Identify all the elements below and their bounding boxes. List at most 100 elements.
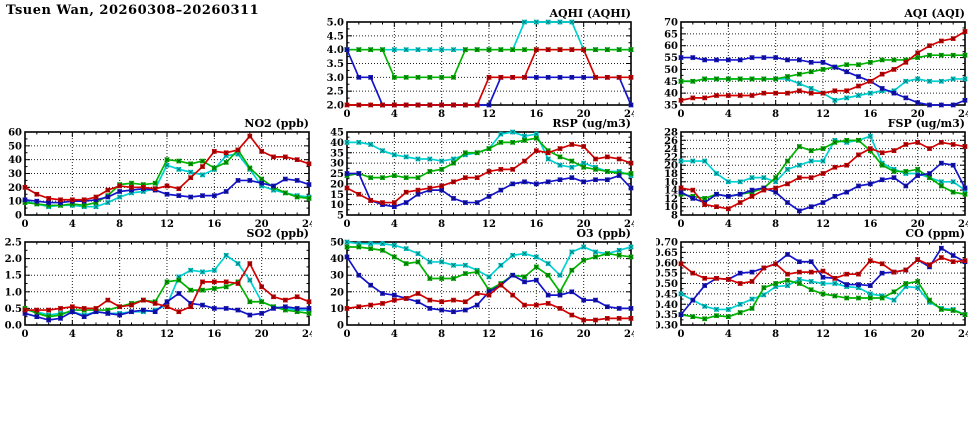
svg-text:2.5: 2.5 [327, 87, 344, 98]
svg-text:0: 0 [22, 219, 29, 228]
co-chart-title: CO (ppm) [905, 227, 965, 240]
svg-text:16: 16 [529, 329, 543, 338]
svg-text:12: 12 [160, 219, 174, 228]
svg-text:4.0: 4.0 [327, 45, 344, 56]
svg-text:5.0: 5.0 [327, 18, 344, 29]
co-canvas: CO (ppm)048121620240.300.350.400.450.500… [656, 227, 968, 338]
svg-text:24: 24 [302, 219, 312, 228]
svg-text:12: 12 [816, 219, 830, 228]
svg-text:35: 35 [664, 101, 678, 112]
aqi-series-red [678, 28, 968, 103]
svg-text:0.45: 0.45 [656, 289, 678, 300]
svg-text:8: 8 [772, 109, 779, 118]
svg-text:20: 20 [664, 161, 678, 172]
svg-text:2.0: 2.0 [5, 254, 22, 265]
svg-text:24: 24 [958, 219, 968, 228]
so2-series-red [22, 260, 312, 315]
svg-text:40: 40 [330, 254, 344, 265]
chart-rsp: RSP (ug/m3)0481216202451015202530354045 [322, 116, 634, 228]
svg-text:16: 16 [207, 329, 221, 338]
svg-text:0.35: 0.35 [656, 310, 678, 321]
svg-text:1.5: 1.5 [5, 271, 22, 282]
svg-text:5: 5 [337, 211, 344, 222]
svg-text:0: 0 [337, 321, 344, 332]
svg-text:65: 65 [664, 29, 678, 40]
svg-text:0: 0 [22, 329, 29, 338]
svg-text:24: 24 [958, 109, 968, 118]
svg-text:12: 12 [816, 329, 830, 338]
svg-text:24: 24 [302, 329, 312, 338]
so2-chart-title: SO2 (ppb) [247, 227, 310, 240]
chart-o3: O3 (ppb) 0 4 8 12 16 20 24 0 10 20 30 40 50 [322, 226, 634, 338]
svg-text:20: 20 [255, 219, 269, 228]
svg-text:4: 4 [725, 219, 732, 228]
co-series-red [678, 254, 968, 287]
so2-axes [24, 241, 310, 326]
svg-text:0: 0 [678, 219, 685, 228]
svg-text:16: 16 [529, 219, 543, 228]
svg-text:0: 0 [678, 109, 685, 118]
so2-tick-labels: 0 4 8 12 16 20 24 0.0 0.5 1.0 1.5 2.0 2.5 [5, 238, 312, 339]
fsp-axes [680, 131, 966, 216]
svg-text:4: 4 [725, 329, 732, 338]
svg-text:30: 30 [8, 169, 22, 180]
svg-text:0.50: 0.50 [656, 279, 678, 290]
svg-text:30: 30 [330, 159, 344, 170]
fsp-canvas: FSP (ug/m3)04812162024810121416182022242… [664, 117, 968, 228]
svg-text:0: 0 [344, 219, 351, 228]
svg-text:2.5: 2.5 [5, 238, 22, 249]
svg-text:40: 40 [664, 89, 678, 100]
svg-text:60: 60 [664, 41, 678, 52]
svg-text:12: 12 [160, 329, 174, 338]
svg-text:55: 55 [664, 53, 678, 64]
svg-text:20: 20 [330, 287, 344, 298]
aqhi-series-red [344, 47, 634, 108]
o3-series-blue [344, 254, 634, 315]
svg-text:12: 12 [816, 109, 830, 118]
svg-text:20: 20 [911, 329, 925, 338]
svg-text:8: 8 [116, 219, 123, 228]
co-axes [680, 241, 966, 326]
svg-text:26: 26 [664, 136, 678, 147]
svg-text:24: 24 [958, 329, 968, 338]
svg-text:20: 20 [911, 219, 925, 228]
aqi-axes [680, 21, 966, 106]
aqi-chart-title: AQI (AQI) [903, 7, 965, 20]
aqi-series-green [678, 52, 968, 84]
svg-text:12: 12 [482, 219, 496, 228]
svg-text:12: 12 [482, 329, 496, 338]
svg-text:40: 40 [330, 138, 344, 149]
aqhi-chart-title: AQHI (AQHI) [548, 7, 631, 20]
aqhi-gridlines [347, 22, 631, 105]
svg-text:45: 45 [664, 77, 678, 88]
svg-text:20: 20 [255, 329, 269, 338]
svg-text:45: 45 [330, 128, 344, 139]
svg-text:20: 20 [577, 219, 591, 228]
svg-text:16: 16 [863, 109, 877, 118]
no2-canvas: NO2 (ppb) 0 4 8 12 16 20 24 0 10 20 30 40 50 60 [8, 117, 312, 228]
so2-canvas: SO2 (ppb) 0 4 8 12 16 20 24 0.0 0.5 1.0 1.5 2.0 2.5 [5, 227, 312, 339]
svg-text:12: 12 [664, 194, 678, 205]
svg-text:4: 4 [69, 329, 76, 338]
svg-text:16: 16 [664, 177, 678, 188]
svg-text:8: 8 [438, 329, 445, 338]
o3-series-red [344, 282, 634, 323]
svg-text:18: 18 [664, 169, 678, 180]
svg-text:2.0: 2.0 [327, 101, 344, 112]
svg-text:0.5: 0.5 [5, 304, 22, 315]
svg-text:14: 14 [664, 186, 678, 197]
aqhi-series-green [344, 47, 634, 80]
svg-text:4: 4 [391, 109, 398, 118]
rsp-tick-labels: 0481216202451015202530354045 [330, 128, 634, 229]
svg-text:28: 28 [664, 128, 678, 139]
svg-text:0.0: 0.0 [5, 321, 22, 332]
aqhi-tick-labels: 0 4 8 12 16 20 24 2.0 2.5 3.0 3.5 4.0 4.5 5.0 [327, 18, 634, 119]
svg-text:16: 16 [207, 219, 221, 228]
svg-text:1.0: 1.0 [5, 287, 22, 298]
svg-text:0: 0 [344, 329, 351, 338]
svg-text:70: 70 [664, 18, 678, 29]
svg-text:3.0: 3.0 [327, 73, 344, 84]
svg-text:24: 24 [664, 144, 678, 155]
svg-text:8: 8 [438, 219, 445, 228]
